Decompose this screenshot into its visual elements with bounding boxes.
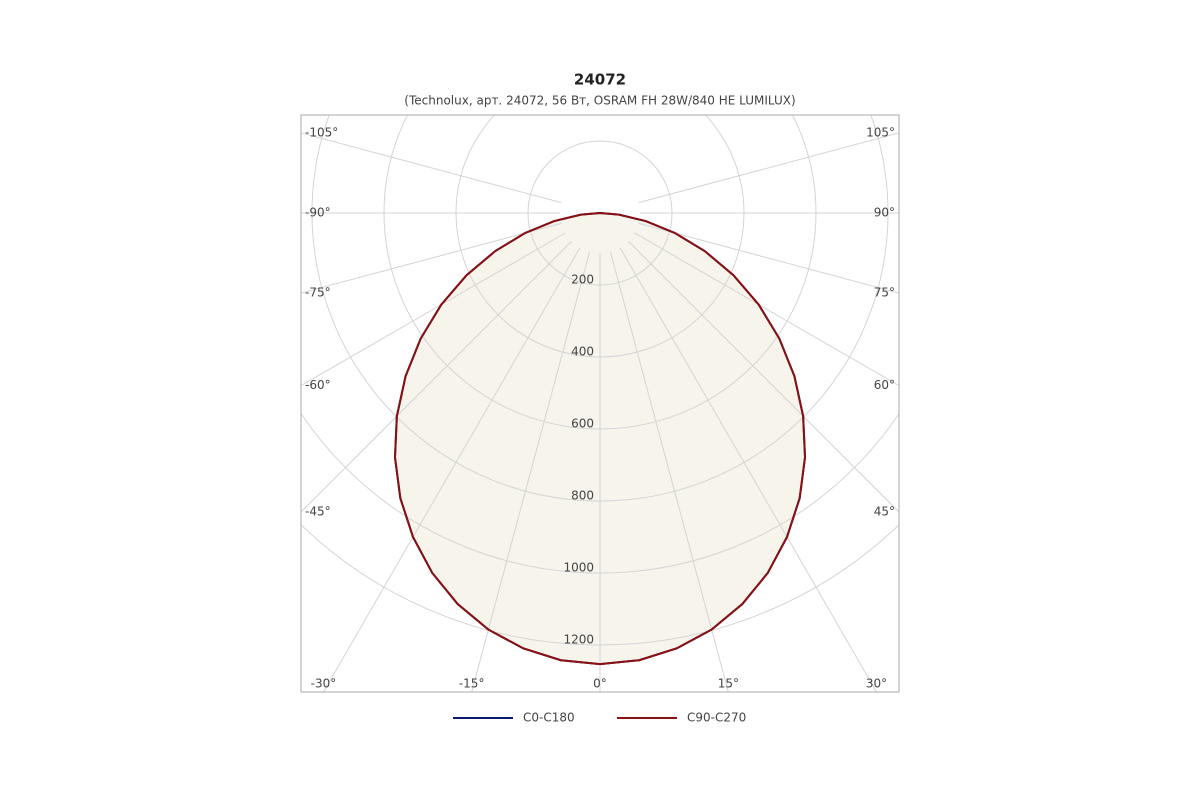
r-tick-label: 800: [571, 489, 594, 503]
angle-tick-label: -105°: [305, 125, 338, 139]
angle-tick-label: -90°: [305, 206, 331, 220]
grid-ray: [609, 251, 729, 692]
legend-label: C0-C180: [523, 711, 575, 725]
angle-tick-label: 15°: [718, 677, 739, 691]
grid-ray: [301, 240, 573, 513]
angle-tick-label: -60°: [305, 378, 331, 392]
grid-ray: [301, 222, 562, 294]
angle-tick-label: 0°: [593, 677, 607, 691]
grid-ray: [638, 222, 899, 294]
angle-tick-label: -15°: [459, 677, 485, 691]
angle-tick-label: -45°: [305, 505, 331, 519]
plot-frame: [300, 114, 900, 693]
angle-tick-label: 60°: [874, 378, 895, 392]
angle-tick-label: 105°: [866, 125, 895, 139]
chart-title: 24072: [574, 71, 626, 89]
grid-ray: [619, 247, 877, 692]
r-tick-label: 1200: [563, 633, 594, 647]
labels: 200 400 600 800 1000 1200 -105° -90° -75° -60° -45…: [305, 125, 895, 690]
angle-tick-label: 90°: [874, 206, 895, 220]
legend-label: C90-C270: [687, 711, 746, 725]
grid-ray: [323, 247, 581, 692]
r-tick-label: 200: [571, 273, 594, 287]
grid-ray: [638, 132, 899, 204]
angle-tick-label: -30°: [311, 677, 337, 691]
grid-ray: [634, 232, 899, 387]
grid-ray: [471, 251, 591, 692]
r-tick-label: 1000: [563, 561, 594, 575]
chart-subtitle: (Technolux, арт. 24072, 56 Вт, OSRAM FH …: [404, 94, 795, 108]
angle-tick-label: 45°: [874, 505, 895, 519]
angle-tick-label: 30°: [866, 677, 887, 691]
series-line: [393, 212, 807, 666]
grid-ray: [627, 240, 899, 513]
angle-tick-label: 75°: [874, 286, 895, 300]
plot-area: [301, 115, 899, 692]
r-tick-label: 600: [571, 417, 594, 431]
grid-ray: [301, 132, 562, 204]
r-tick-label: 400: [571, 345, 594, 359]
angle-tick-label: -75°: [305, 286, 331, 300]
grid-ray: [301, 232, 566, 387]
